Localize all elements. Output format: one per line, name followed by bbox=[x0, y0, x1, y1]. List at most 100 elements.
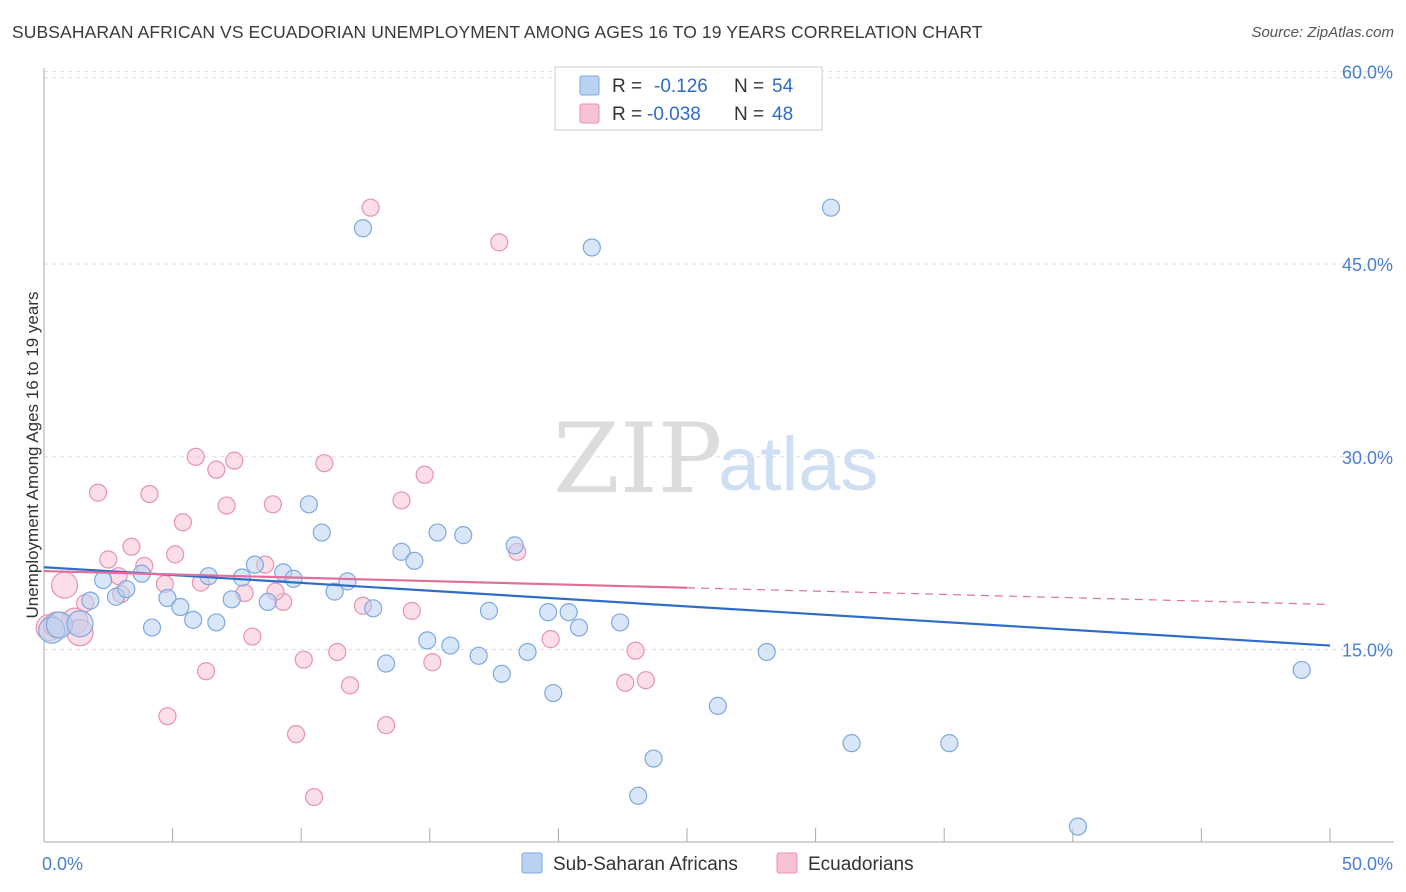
legend-n-value-pink: 48 bbox=[772, 104, 793, 125]
ecuadorian-point-28 bbox=[340, 676, 360, 695]
axes: 15.0% 30.0% 45.0% 60.0% 0.0% 50.0% bbox=[42, 63, 1394, 874]
sub-saharan-point-31 bbox=[441, 636, 460, 655]
ecuadorian-point-38 bbox=[541, 630, 560, 649]
sub-saharan-point-29 bbox=[418, 631, 437, 650]
sub-saharan-point-45 bbox=[629, 786, 648, 805]
ecuadorian-point-17 bbox=[225, 451, 244, 470]
bottom-legend-swatch-blue bbox=[521, 852, 543, 874]
ecuadorian-point-24 bbox=[294, 650, 313, 669]
legend-r-label-pink: R = bbox=[612, 104, 642, 125]
sub-saharan-point-23 bbox=[338, 572, 357, 591]
watermark-zip: ZIP bbox=[553, 403, 722, 515]
sub-saharan-point-51 bbox=[1068, 817, 1088, 836]
legend-swatch-pink bbox=[579, 103, 600, 124]
sub-saharan-point-38 bbox=[539, 603, 558, 622]
bottom-legend-label-pink: Ecuadorians bbox=[808, 854, 914, 875]
trend-line-ecuadorian bbox=[43, 569, 688, 589]
ecuadorian-point-12 bbox=[173, 513, 192, 532]
sub-saharan-point-3 bbox=[81, 591, 100, 610]
sub-saharan-point-22 bbox=[325, 582, 344, 601]
sub-saharan-point-43 bbox=[611, 613, 630, 632]
sub-saharan-point-14 bbox=[222, 590, 241, 609]
sub-saharan-point-39 bbox=[544, 683, 563, 703]
y-tick-label-30: 30.0% bbox=[1342, 448, 1393, 468]
ecuadorian-point-23 bbox=[286, 725, 306, 744]
sub-saharan-point-40 bbox=[559, 603, 578, 622]
ecuadorian-point-39 bbox=[616, 673, 635, 692]
ecuadorian-point-7 bbox=[122, 537, 141, 556]
ecuadorian-point-40 bbox=[626, 641, 645, 660]
watermark-atlas: atlas bbox=[718, 422, 879, 507]
ecuadorian-point-13 bbox=[186, 447, 205, 466]
ecuadorian-point-26 bbox=[315, 454, 334, 473]
sub-saharan-point-24 bbox=[353, 219, 373, 238]
sub-saharan-point-50 bbox=[940, 734, 959, 753]
y-axis-label: Unemployment Among Ages 16 to 19 years bbox=[23, 292, 42, 619]
sub-saharan-point-47 bbox=[757, 642, 776, 662]
sub-saharan-point-42 bbox=[582, 238, 601, 257]
ecuadorian-point-1 bbox=[50, 571, 79, 599]
ecuadorian-point-30 bbox=[361, 198, 380, 217]
ecuadorian-point-9 bbox=[140, 484, 159, 504]
trend-line-sub-saharan bbox=[43, 566, 1331, 647]
sub-saharan-point-36 bbox=[505, 536, 524, 555]
sub-saharan-point-48 bbox=[821, 198, 841, 217]
bottom-legend: Sub-Saharan Africans Ecuadorians bbox=[521, 852, 914, 875]
bottom-legend-label-blue: Sub-Saharan Africans bbox=[553, 854, 738, 875]
legend-r-value-pink: -0.038 bbox=[647, 104, 701, 125]
sub-saharan-point-8 bbox=[142, 618, 162, 637]
ecuadorian-point-16 bbox=[217, 496, 236, 515]
sub-saharan-point-35 bbox=[492, 664, 511, 683]
watermark: ZIP atlas bbox=[553, 403, 879, 515]
ecuadorian-point-31 bbox=[376, 716, 396, 735]
ecuadorian-point-33 bbox=[402, 601, 421, 620]
y-tick-label-60: 60.0% bbox=[1342, 63, 1393, 83]
legend-n-label-blue: N = bbox=[734, 76, 764, 97]
sub-saharan-point-13 bbox=[207, 613, 226, 632]
sub-saharan-point-6 bbox=[117, 579, 136, 599]
ecuadorian-point-21 bbox=[263, 495, 283, 514]
sub-saharan-point-17 bbox=[258, 592, 277, 611]
ecuadorian-point-11 bbox=[166, 545, 185, 564]
ecuadorian-point-34 bbox=[415, 465, 434, 484]
ecuadorian-point-25 bbox=[304, 787, 324, 807]
x-tick-label-50: 50.0% bbox=[1342, 854, 1393, 874]
sub-saharan-point-25 bbox=[364, 599, 383, 618]
y-tick-label-45: 45.0% bbox=[1342, 255, 1393, 275]
sub-saharan-point-4 bbox=[94, 570, 113, 590]
ecuadorian-point-4 bbox=[88, 483, 108, 502]
ecuadorian-point-41 bbox=[158, 707, 177, 726]
sub-saharan-point-11 bbox=[184, 610, 203, 629]
legend-r-value-blue: -0.126 bbox=[654, 76, 708, 97]
y-tick-label-15: 15.0% bbox=[1342, 640, 1393, 660]
legend-n-value-blue: 54 bbox=[772, 76, 794, 97]
legend-swatch-blue bbox=[579, 75, 600, 96]
x-tick-label-0: 0.0% bbox=[42, 854, 83, 874]
bottom-legend-swatch-pink bbox=[776, 852, 798, 874]
ecuadorian-point-19 bbox=[243, 627, 262, 646]
ecuadorian-point-14 bbox=[196, 662, 216, 681]
sub-saharan-point-26 bbox=[376, 654, 396, 673]
sub-saharan-point-34 bbox=[479, 601, 499, 620]
sub-saharan-point-20 bbox=[299, 495, 319, 514]
ecuadorian-point-32 bbox=[392, 491, 411, 510]
ecuadorian-point-27 bbox=[328, 642, 347, 662]
sub-saharan-point-30 bbox=[428, 523, 447, 542]
sub-saharan-point-21 bbox=[312, 523, 331, 542]
sub-saharan-point-49 bbox=[842, 734, 861, 753]
legend-n-label-pink: N = bbox=[734, 104, 764, 125]
sub-saharan-point-10 bbox=[171, 597, 190, 617]
source-label: Source: ZipAtlas.com bbox=[1251, 24, 1394, 41]
sub-saharan-point-16 bbox=[245, 555, 265, 574]
ecuadorian-point-36 bbox=[490, 233, 509, 252]
trend-lines bbox=[43, 566, 1331, 647]
legend: R = -0.126 N = 54 R = -0.038 N = 48 bbox=[554, 66, 823, 131]
sub-saharan-point-46 bbox=[708, 696, 727, 715]
sub-saharan-point-32 bbox=[454, 526, 473, 545]
sub-saharan-point-37 bbox=[518, 642, 537, 662]
sub-saharan-point-33 bbox=[469, 646, 488, 665]
legend-r-label-blue: R = bbox=[612, 76, 642, 97]
sub-saharan-point-15 bbox=[232, 568, 252, 587]
sub-saharan-point-9 bbox=[158, 588, 177, 608]
